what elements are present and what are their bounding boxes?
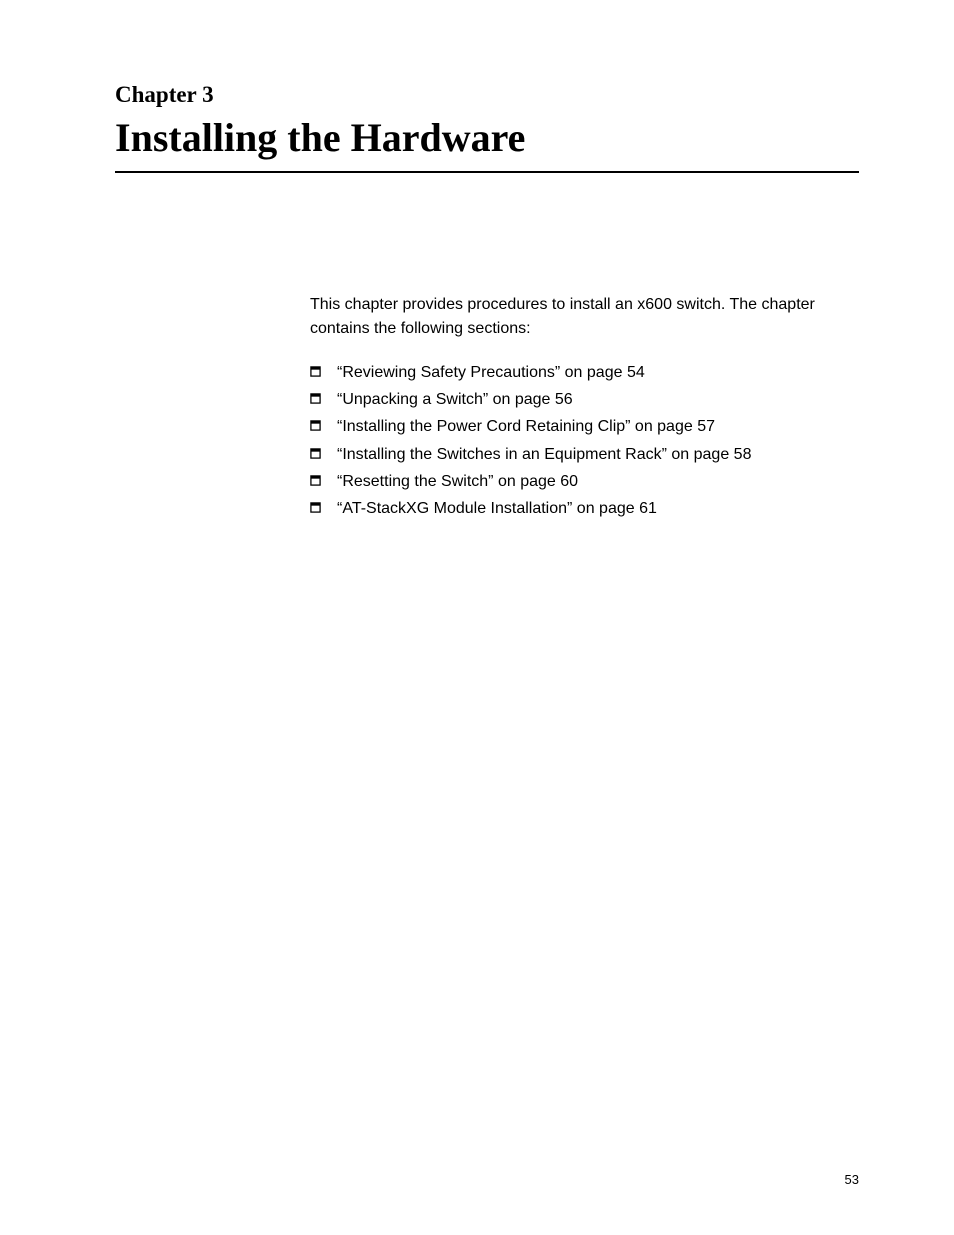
- list-item-text: “AT-StackXG Module Installation” on page…: [337, 495, 657, 522]
- list-item-text: “Installing the Switches in an Equipment…: [337, 441, 751, 468]
- list-item: “Resetting the Switch” on page 60: [310, 468, 855, 495]
- list-item: “Installing the Power Cord Retaining Cli…: [310, 413, 855, 440]
- body-area: This chapter provides procedures to inst…: [310, 293, 855, 522]
- checkbox-bullet-icon: [310, 448, 321, 459]
- checkbox-bullet-icon: [310, 420, 321, 431]
- checkbox-bullet-icon: [310, 475, 321, 486]
- list-item-text: “Resetting the Switch” on page 60: [337, 468, 578, 495]
- checkbox-bullet-icon: [310, 366, 321, 377]
- chapter-label: Chapter 3: [115, 82, 859, 108]
- document-page: Chapter 3 Installing the Hardware This c…: [0, 0, 954, 1235]
- list-item: “Reviewing Safety Precautions” on page 5…: [310, 359, 855, 386]
- list-item-text: “Unpacking a Switch” on page 56: [337, 386, 573, 413]
- toc-list: “Reviewing Safety Precautions” on page 5…: [310, 359, 855, 522]
- checkbox-bullet-icon: [310, 393, 321, 404]
- list-item-text: “Reviewing Safety Precautions” on page 5…: [337, 359, 645, 386]
- list-item: “Unpacking a Switch” on page 56: [310, 386, 855, 413]
- chapter-title: Installing the Hardware: [115, 114, 859, 173]
- page-number: 53: [845, 1172, 859, 1187]
- list-item-text: “Installing the Power Cord Retaining Cli…: [337, 413, 715, 440]
- list-item: “AT-StackXG Module Installation” on page…: [310, 495, 855, 522]
- intro-paragraph: This chapter provides procedures to inst…: [310, 293, 855, 341]
- list-item: “Installing the Switches in an Equipment…: [310, 441, 855, 468]
- checkbox-bullet-icon: [310, 502, 321, 513]
